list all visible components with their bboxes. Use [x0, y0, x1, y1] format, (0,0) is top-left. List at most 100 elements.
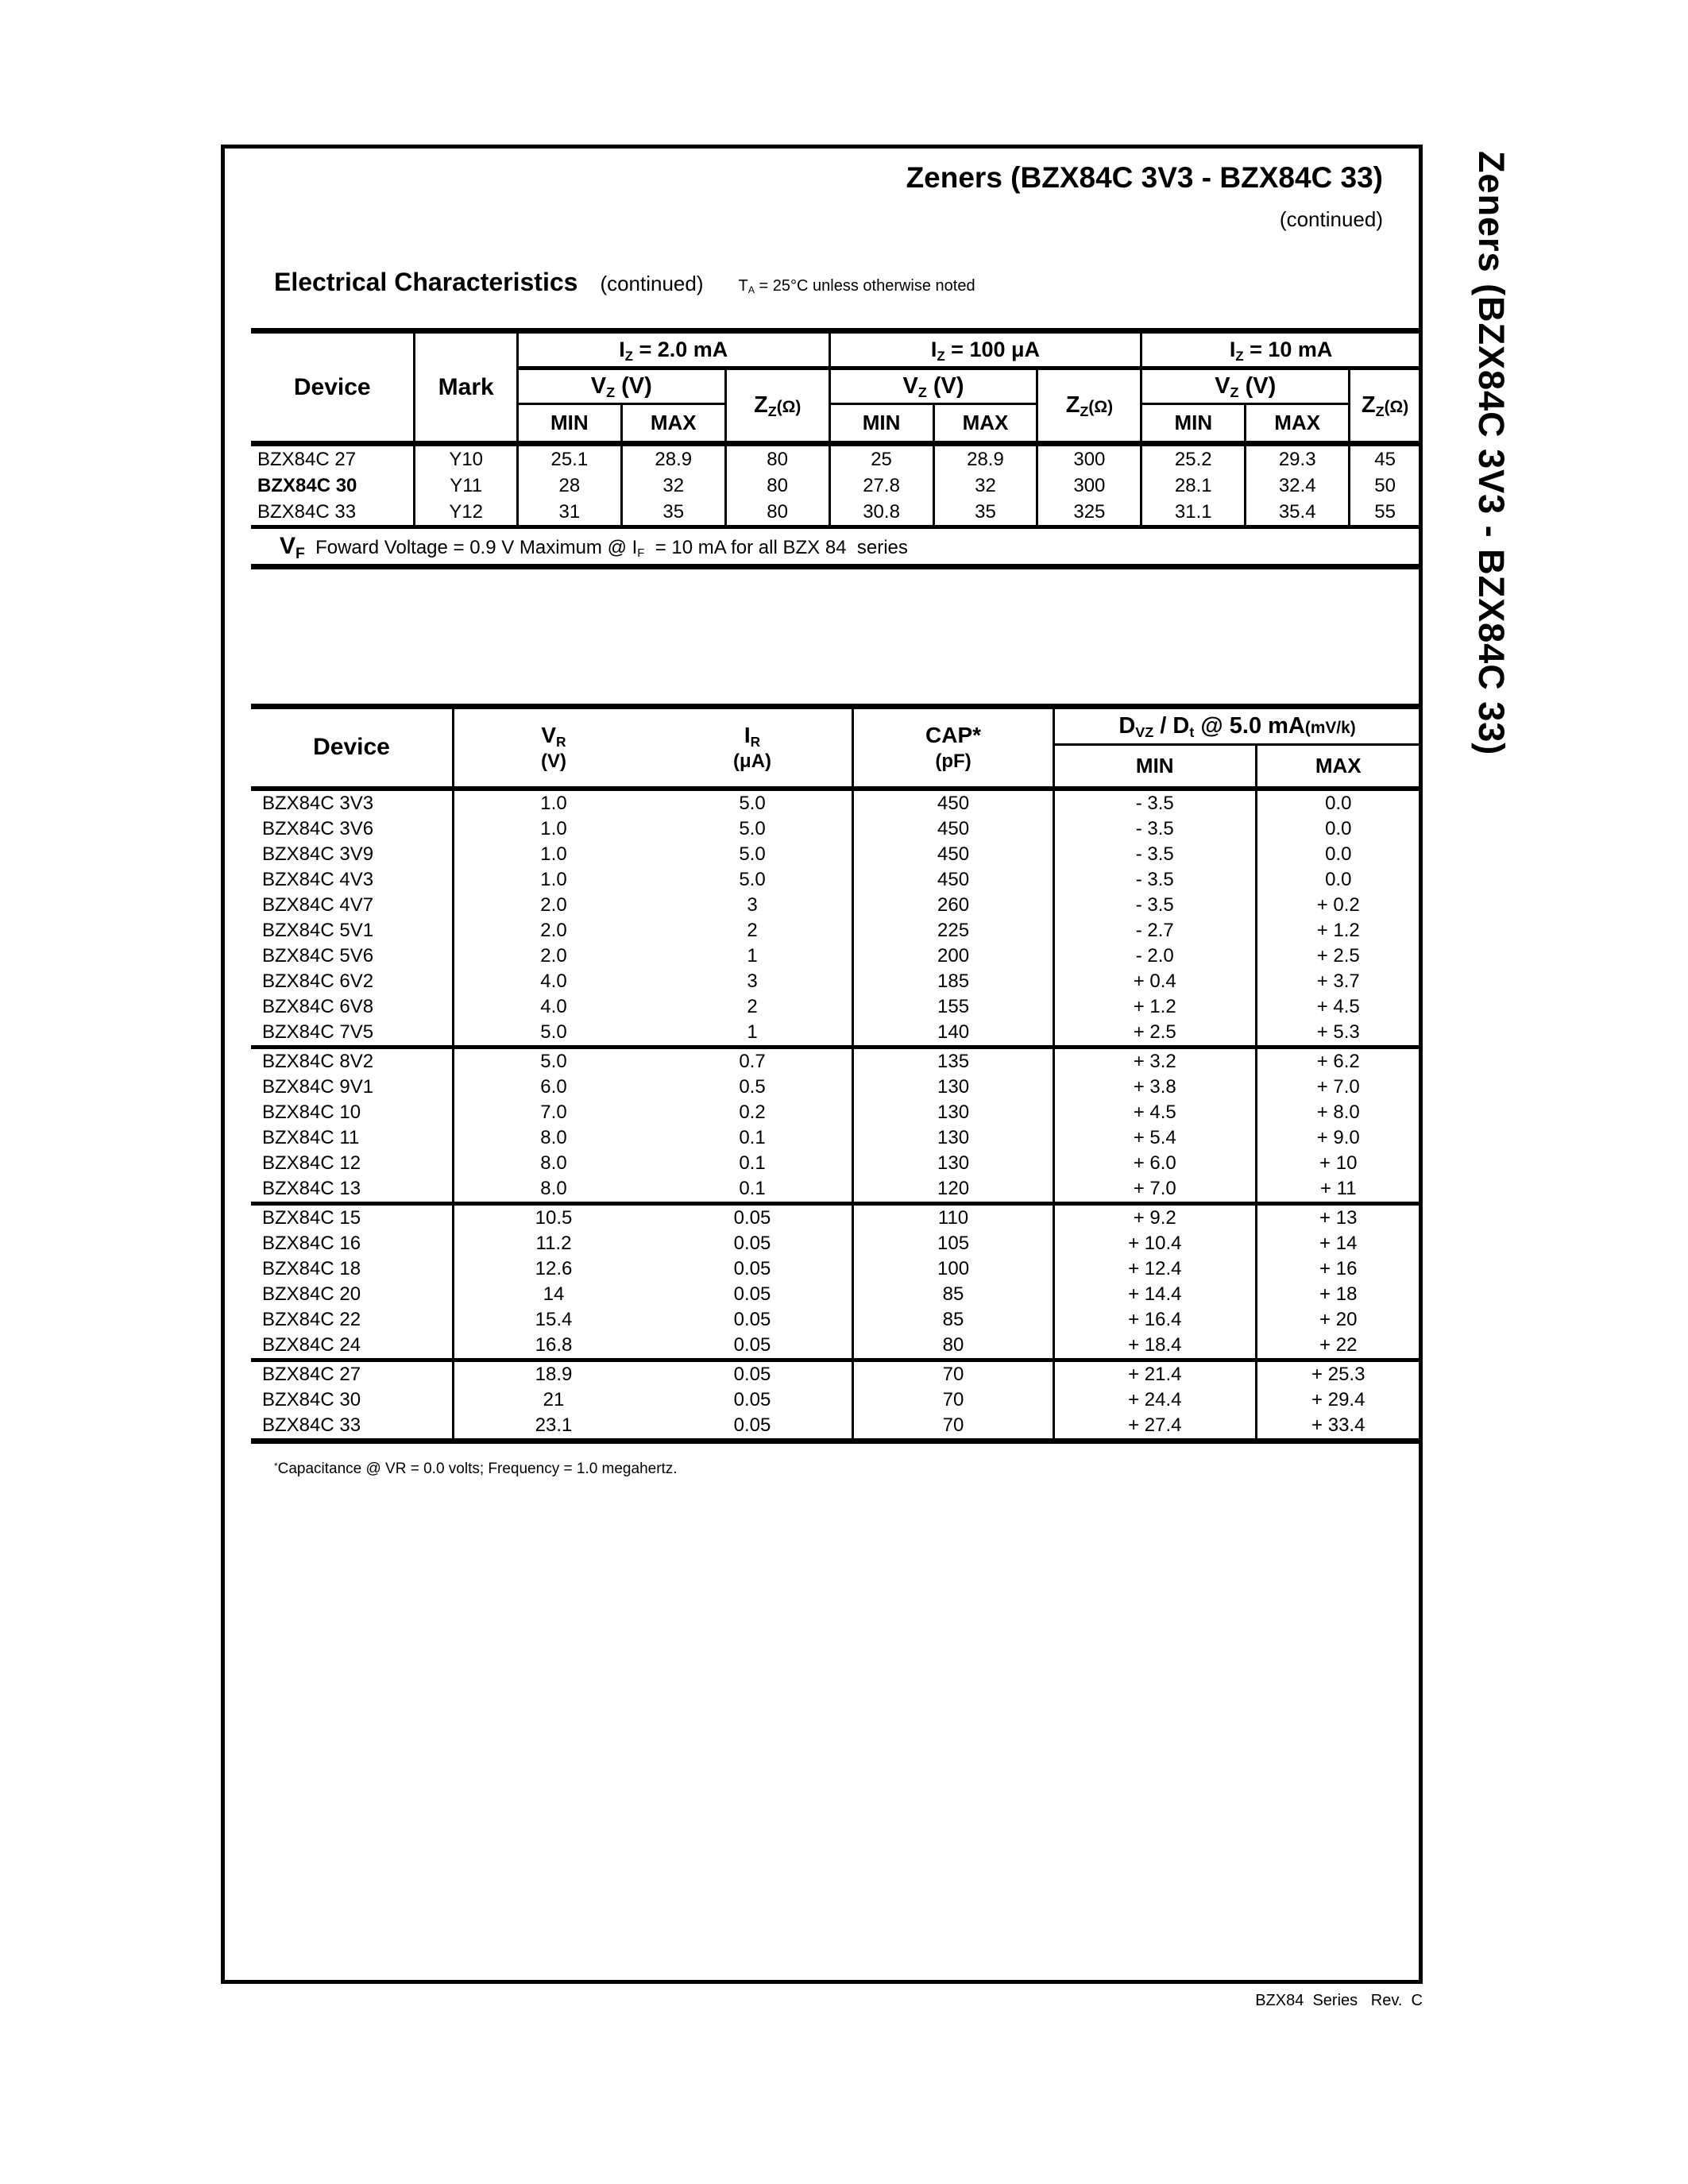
cap-cell: 110 — [852, 1201, 1054, 1231]
ir-cell: 0.5 — [739, 1075, 766, 1098]
title-block: Zeners (BZX84C 3V3 - BZX84C 33) (continu… — [906, 161, 1383, 232]
table-row: BZX84C 12 8.0 0.1 130 + 6.0 + 10 — [251, 1150, 1420, 1176]
vr-cell: 1.0 — [451, 866, 653, 893]
ir-cell: 1 — [747, 944, 758, 967]
min-header: MIN — [1140, 403, 1246, 446]
ir-cell: 2 — [747, 919, 758, 941]
vr-cell: 2.0 — [451, 943, 653, 969]
capacitance-footnote: *Capacitance @ VR = 0.0 volts; Frequency… — [274, 1461, 678, 1477]
table1-header-row-3: MIN MAX MIN MAX MIN MAX — [251, 403, 1420, 446]
max-cell: + 8.0 — [1254, 1099, 1420, 1125]
device-column-header: Device — [251, 330, 415, 446]
max-cell: + 0.2 — [1254, 892, 1420, 918]
device-cell: BZX84C 16 — [262, 1232, 361, 1254]
table-row: BZX84C 27 18.9 0.05 70 + 21.4 + 25.3 — [251, 1357, 1420, 1387]
cap-cell: 120 — [852, 1175, 1054, 1203]
cap-cell: 70 — [852, 1387, 1054, 1413]
value-cell: 28.9 — [620, 443, 726, 473]
value-cell: 300 — [1036, 443, 1141, 473]
table-row: BZX84C 3V3 1.0 5.0 450 - 3.5 0.0 — [251, 788, 1420, 816]
max-header: MAX — [1254, 744, 1420, 791]
device-cell: BZX84C 30 — [257, 475, 357, 496]
min-cell: - 3.5 — [1053, 816, 1256, 842]
table-row: BZX84C 16 11.2 0.05 105 + 10.4 + 14 — [251, 1230, 1420, 1256]
value-cell: 325 — [1036, 499, 1141, 527]
value-cell: 25.1 — [516, 443, 622, 473]
max-cell: + 7.0 — [1254, 1074, 1420, 1100]
table-row: BZX84C 6V8 4.0 2 155 + 1.2 + 4.5 — [251, 994, 1420, 1020]
cap-unit: (pF) — [935, 750, 971, 772]
max-cell: + 4.5 — [1254, 994, 1420, 1020]
cap-cell: 130 — [852, 1099, 1054, 1125]
ir-cell: 0.05 — [733, 1388, 771, 1410]
value-cell: 30.8 — [828, 499, 934, 527]
iz-2ma-group-header: IZ = 2.0 mA — [516, 330, 830, 370]
vr-cell: 15.4 — [451, 1306, 653, 1333]
max-cell: + 20 — [1254, 1306, 1420, 1333]
vr-cell: 2.0 — [451, 892, 653, 918]
device-cell: BZX84C 8V2 — [251, 1044, 454, 1075]
device-cell: BZX84C 4V3 — [262, 868, 374, 890]
vr-cell: 6.0 — [451, 1074, 653, 1100]
table-row: BZX84C 5V6 2.0 1 200 - 2.0 + 2.5 — [251, 943, 1420, 969]
min-cell: + 3.2 — [1053, 1044, 1256, 1075]
min-cell: + 9.2 — [1053, 1201, 1256, 1231]
vr-cell: 5.0 — [451, 1019, 653, 1047]
cap-cell: 450 — [852, 866, 1054, 893]
value-cell: 35.4 — [1244, 499, 1350, 527]
max-cell: + 13 — [1254, 1201, 1420, 1231]
vr-unit: (V) — [540, 750, 566, 772]
min-cell: + 1.2 — [1053, 994, 1256, 1020]
vr-cell: 5.0 — [451, 1044, 653, 1075]
min-cell: + 12.4 — [1053, 1256, 1256, 1282]
max-cell: + 14 — [1254, 1230, 1420, 1256]
value-cell: 32 — [620, 473, 726, 499]
value-cell: 31.1 — [1140, 499, 1246, 527]
ir-cell: 2 — [747, 995, 758, 1017]
value-cell: 27.8 — [828, 473, 934, 499]
device-cell: BZX84C 4V7 — [262, 893, 374, 916]
min-cell: + 7.0 — [1053, 1175, 1256, 1203]
ir-cell: 0.1 — [739, 1126, 766, 1148]
cap-cell: 185 — [852, 968, 1054, 994]
cap-cell: 450 — [852, 841, 1054, 867]
value-cell: 300 — [1036, 473, 1141, 499]
ir-cell: 1 — [747, 1021, 758, 1043]
cap-cell: 135 — [852, 1044, 1054, 1075]
min-cell: - 3.5 — [1053, 866, 1256, 893]
cap-cell: 130 — [852, 1125, 1054, 1151]
device-cell: BZX84C 33 — [257, 501, 357, 523]
min-cell: - 2.7 — [1053, 917, 1256, 943]
cap-label: CAP* — [925, 723, 982, 748]
vr-label: VR — [541, 723, 566, 751]
mark-cell: Y12 — [413, 499, 518, 527]
page-title: Zeners (BZX84C 3V3 - BZX84C 33) — [906, 161, 1383, 194]
ir-cell: 0.05 — [733, 1283, 771, 1305]
device-column-header: Device — [251, 706, 454, 791]
footer-label: BZX84 Series Rev. C — [1255, 1992, 1423, 2009]
max-cell: + 25.3 — [1254, 1357, 1420, 1387]
vr-cell: 4.0 — [451, 968, 653, 994]
ir-cell: 0.7 — [653, 1044, 853, 1075]
table-row: BZX84C 5V1 2.0 2 225 - 2.7 + 1.2 — [251, 917, 1420, 943]
value-cell: 35 — [620, 499, 726, 527]
min-cell: - 3.5 — [1053, 788, 1256, 816]
cap-cell: 450 — [852, 788, 1054, 816]
iz-100ua-group-header: IZ = 100 μA — [828, 330, 1141, 370]
table-row: BZX84C 9V1 6.0 0.5 130 + 3.8 + 7.0 — [251, 1074, 1420, 1100]
max-header: MAX — [620, 403, 726, 446]
value-cell: 50 — [1348, 473, 1420, 499]
value-cell: 25.2 — [1140, 443, 1246, 473]
table-row: BZX84C 30 21 0.05 70 + 24.4 + 29.4 — [251, 1387, 1420, 1413]
cap-cell: 130 — [852, 1150, 1054, 1176]
condition-note: TA = 25°C unless otherwise noted — [738, 277, 975, 296]
device-cell: BZX84C 9V1 — [262, 1075, 374, 1098]
min-cell: + 21.4 — [1053, 1357, 1256, 1387]
max-cell: + 16 — [1254, 1256, 1420, 1282]
ir-cell: 5.0 — [739, 817, 766, 839]
max-cell: + 33.4 — [1254, 1412, 1420, 1441]
device-cell: BZX84C 5V6 — [262, 944, 374, 967]
min-cell: + 16.4 — [1053, 1306, 1256, 1333]
cap-cell: 70 — [852, 1412, 1054, 1441]
ir-unit: (μA) — [733, 750, 772, 772]
